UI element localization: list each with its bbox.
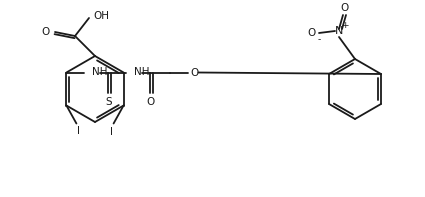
Text: -: - xyxy=(317,35,320,45)
Text: O: O xyxy=(42,27,50,37)
Text: N: N xyxy=(335,26,343,36)
Text: NH: NH xyxy=(92,67,108,76)
Text: O: O xyxy=(146,97,155,107)
Text: S: S xyxy=(105,97,112,107)
Text: I: I xyxy=(77,126,80,137)
Text: O: O xyxy=(341,3,349,13)
Text: O: O xyxy=(308,28,316,38)
Text: I: I xyxy=(110,126,113,137)
Text: OH: OH xyxy=(93,11,109,21)
Text: O: O xyxy=(190,68,198,77)
Text: NH: NH xyxy=(134,67,150,76)
Text: +: + xyxy=(341,20,349,30)
